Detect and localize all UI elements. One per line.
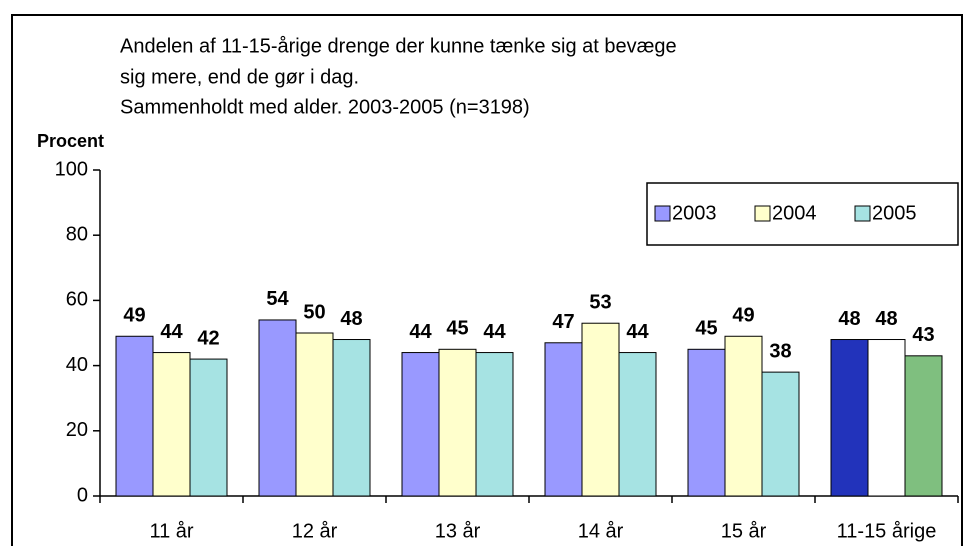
chart-title: Andelen af 11-15-årige drenge der kunne … <box>120 35 677 57</box>
bar <box>152 352 191 497</box>
data-label: 43 <box>912 324 934 346</box>
data-label: 48 <box>875 308 897 330</box>
data-label: 44 <box>409 321 432 343</box>
bar <box>401 352 440 497</box>
bar <box>904 355 943 497</box>
data-label: 45 <box>446 318 468 340</box>
data-label: 54 <box>266 288 289 310</box>
data-label: 44 <box>483 321 506 343</box>
legend-label: 2004 <box>772 202 817 224</box>
chart-title: Sammenholdt med alder. 2003-2005 (n=3198… <box>120 96 530 118</box>
legend-swatch <box>854 205 871 222</box>
bar <box>332 339 371 497</box>
bar <box>475 352 514 497</box>
legend-label: 2003 <box>672 202 717 224</box>
chart-title: sig mere, end de gør i dag. <box>120 66 359 88</box>
bar <box>830 339 869 497</box>
bar <box>581 322 620 497</box>
y-tick-label: 100 <box>55 158 88 180</box>
bar <box>544 342 583 497</box>
bar <box>258 319 297 497</box>
bar <box>295 332 334 497</box>
data-label: 44 <box>626 321 649 343</box>
data-label: 38 <box>769 340 791 362</box>
x-tick-label: 13 år <box>435 520 481 542</box>
y-tick-label: 20 <box>66 419 88 441</box>
data-label: 48 <box>340 308 362 330</box>
bar <box>724 335 763 497</box>
y-tick-label: 80 <box>66 223 88 245</box>
bar <box>867 339 906 497</box>
data-label: 50 <box>303 301 325 323</box>
legend-swatch <box>654 205 671 222</box>
x-tick-label: 11-15 årige <box>837 520 937 542</box>
y-tick-label: 40 <box>66 354 88 376</box>
y-axis-label: Procent <box>37 131 104 151</box>
x-tick-label: 14 år <box>578 520 624 542</box>
bar <box>115 335 154 497</box>
legend-box <box>646 182 959 246</box>
y-tick-label: 60 <box>66 289 88 311</box>
bar <box>618 352 657 497</box>
bar <box>687 348 726 497</box>
data-label: 53 <box>589 292 611 314</box>
data-label: 47 <box>552 311 574 333</box>
bar <box>189 358 228 497</box>
x-tick-label: 15 år <box>721 520 767 542</box>
bar <box>761 371 800 497</box>
data-label: 49 <box>732 305 754 327</box>
bar <box>438 348 477 497</box>
legend-swatch <box>754 205 771 222</box>
x-tick-label: 11 år <box>149 520 193 542</box>
data-label: 45 <box>695 318 717 340</box>
legend-label: 2005 <box>872 202 917 224</box>
data-label: 48 <box>838 308 860 330</box>
x-tick-label: 12 år <box>292 520 338 542</box>
data-label: 44 <box>160 321 183 343</box>
data-label: 42 <box>197 327 219 349</box>
data-label: 49 <box>123 305 145 327</box>
y-tick-label: 0 <box>77 484 88 506</box>
